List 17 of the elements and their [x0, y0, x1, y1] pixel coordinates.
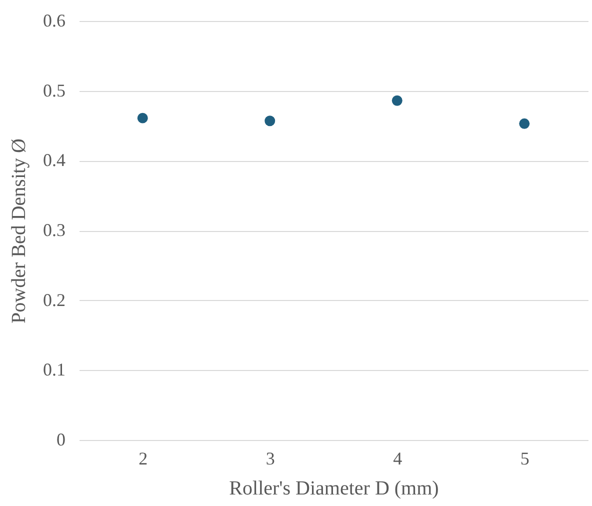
x-axis-title: Roller's Diameter D (mm)	[229, 478, 439, 500]
point	[264, 116, 276, 126]
y-tick-label: 0.5	[43, 80, 66, 100]
y-tick-label: 0.3	[43, 220, 66, 240]
point	[519, 118, 530, 129]
point	[137, 112, 148, 124]
y-tick-label: 0	[56, 430, 66, 450]
y-tick-label: 0.2	[43, 290, 66, 310]
x-tick-label: 4	[393, 448, 402, 468]
x-tick-label: 5	[520, 448, 530, 468]
y-axis-title: Powder Bed Density Ø	[8, 138, 30, 324]
x-tick-label: 2	[138, 448, 148, 468]
point	[392, 95, 402, 106]
x-tick-label: 3	[266, 448, 275, 468]
y-tick-label: 0.4	[43, 150, 66, 170]
y-tick-label: 0.1	[43, 360, 66, 380]
y-tick-label: 0.6	[43, 10, 66, 30]
